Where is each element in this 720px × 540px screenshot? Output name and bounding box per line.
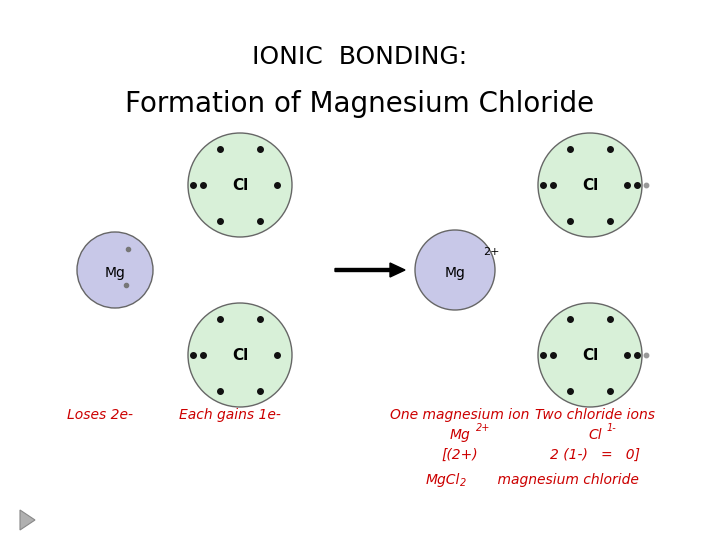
Text: 1-: 1-	[607, 423, 617, 433]
Circle shape	[538, 133, 642, 237]
Text: Loses 2e-: Loses 2e-	[67, 408, 133, 422]
FancyArrow shape	[335, 263, 405, 277]
Text: Cl: Cl	[582, 348, 598, 362]
Text: Mg: Mg	[449, 428, 470, 442]
Text: IONIC  BONDING:: IONIC BONDING:	[253, 45, 467, 69]
Text: Two chloride ions: Two chloride ions	[535, 408, 655, 422]
Text: Formation of Magnesium Chloride: Formation of Magnesium Chloride	[125, 90, 595, 118]
Text: Each gains 1e-: Each gains 1e-	[179, 408, 281, 422]
Text: Cl: Cl	[588, 428, 602, 442]
Text: 2 (1-)   =   0]: 2 (1-) = 0]	[550, 448, 640, 462]
Text: 2+: 2+	[483, 247, 500, 257]
Text: Cl: Cl	[582, 178, 598, 192]
Circle shape	[77, 232, 153, 308]
Text: [(2+): [(2+)	[441, 448, 478, 462]
Text: 2: 2	[460, 478, 467, 488]
Text: MgCl: MgCl	[426, 473, 460, 487]
Circle shape	[538, 303, 642, 407]
Text: magnesium chloride: magnesium chloride	[480, 473, 639, 487]
Text: Cl: Cl	[232, 348, 248, 362]
Polygon shape	[20, 510, 35, 530]
Text: Mg: Mg	[104, 266, 125, 280]
Text: Cl: Cl	[232, 178, 248, 192]
Circle shape	[415, 230, 495, 310]
Text: One magnesium ion: One magnesium ion	[390, 408, 530, 422]
Circle shape	[188, 303, 292, 407]
Circle shape	[188, 133, 292, 237]
Text: 2+: 2+	[476, 423, 490, 433]
Text: Mg: Mg	[444, 266, 465, 280]
